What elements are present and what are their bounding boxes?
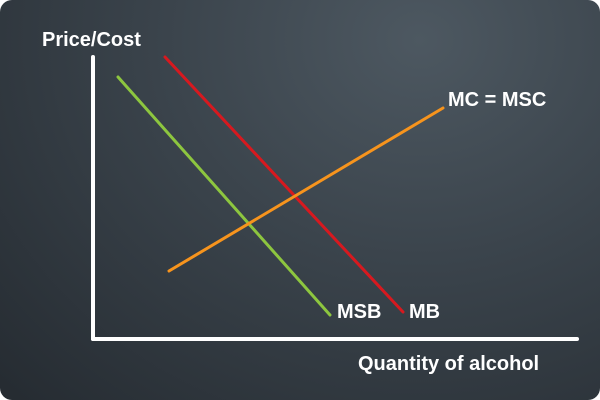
msb-label: MSB — [337, 301, 381, 323]
mc-msc-label: MC = MSC — [448, 89, 546, 111]
mc-msc-curve — [167, 106, 445, 273]
x-axis-label: Quantity of alcohol — [358, 353, 539, 375]
msb-curve — [116, 75, 332, 317]
mb-label: MB — [409, 301, 440, 323]
y-axis-label: Price/Cost — [42, 29, 141, 51]
mb-curve — [163, 55, 405, 314]
